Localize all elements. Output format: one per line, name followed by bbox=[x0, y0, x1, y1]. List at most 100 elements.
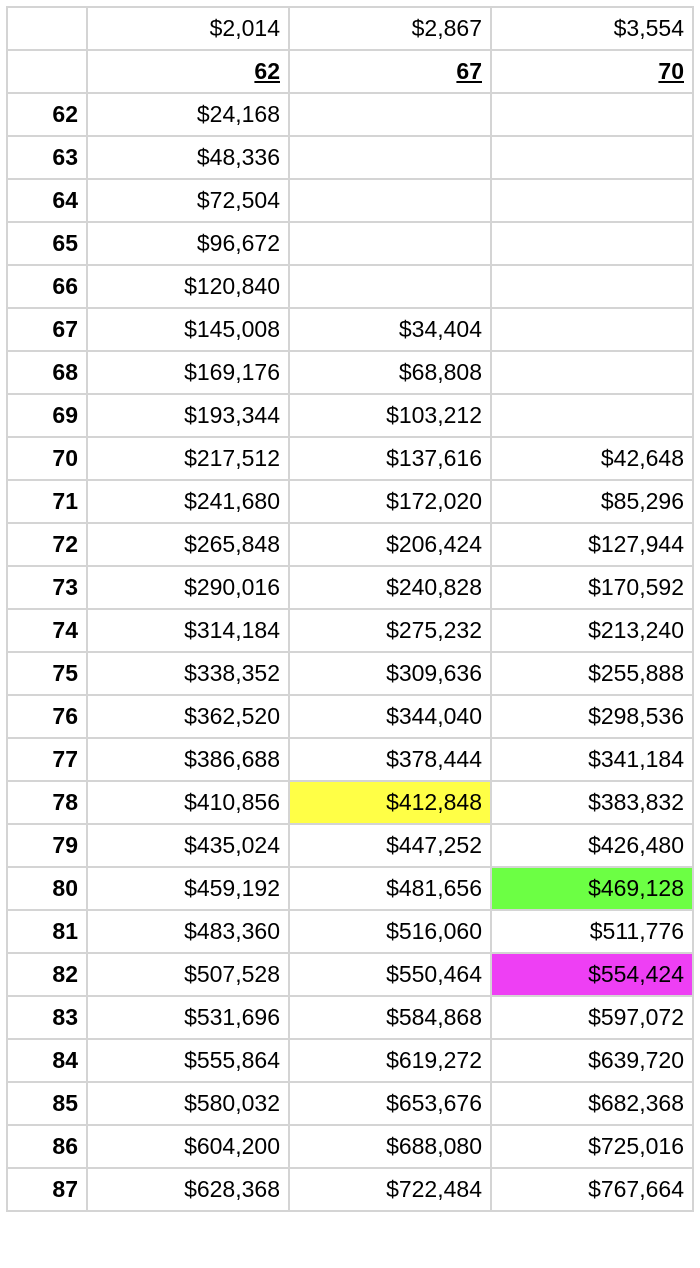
cumulative-benefit-cell[interactable]: $725,016 bbox=[490, 1124, 694, 1169]
cumulative-benefit-cell[interactable]: $511,776 bbox=[490, 909, 694, 954]
age-row-label[interactable]: 81 bbox=[6, 909, 88, 954]
cumulative-benefit-cell[interactable]: $410,856 bbox=[86, 780, 290, 825]
cumulative-benefit-cell[interactable] bbox=[288, 221, 492, 266]
cumulative-benefit-cell[interactable] bbox=[288, 264, 492, 309]
cumulative-benefit-cell[interactable]: $298,536 bbox=[490, 694, 694, 739]
cumulative-benefit-cell[interactable]: $120,840 bbox=[86, 264, 290, 309]
cumulative-benefit-cell[interactable]: $550,464 bbox=[288, 952, 492, 997]
cumulative-benefit-cell[interactable]: $653,676 bbox=[288, 1081, 492, 1126]
age-row-label[interactable]: 78 bbox=[6, 780, 88, 825]
cumulative-benefit-cell[interactable]: $507,528 bbox=[86, 952, 290, 997]
cumulative-benefit-cell[interactable]: $767,664 bbox=[490, 1167, 694, 1212]
cumulative-benefit-cell[interactable]: $584,868 bbox=[288, 995, 492, 1040]
cumulative-benefit-cell[interactable]: $72,504 bbox=[86, 178, 290, 223]
cumulative-benefit-cell[interactable]: $172,020 bbox=[288, 479, 492, 524]
cumulative-benefit-cell[interactable]: $344,040 bbox=[288, 694, 492, 739]
age-row-label[interactable]: 74 bbox=[6, 608, 88, 653]
cumulative-benefit-cell[interactable]: $628,368 bbox=[86, 1167, 290, 1212]
cumulative-benefit-cell[interactable]: $531,696 bbox=[86, 995, 290, 1040]
cumulative-benefit-cell[interactable]: $481,656 bbox=[288, 866, 492, 911]
cumulative-benefit-cell[interactable]: $554,424 bbox=[490, 952, 694, 997]
cumulative-benefit-cell[interactable] bbox=[490, 307, 694, 352]
corner-cell[interactable] bbox=[6, 49, 88, 94]
cumulative-benefit-cell[interactable]: $240,828 bbox=[288, 565, 492, 610]
start-age-header-cell[interactable]: 70 bbox=[490, 49, 694, 94]
age-row-label[interactable]: 64 bbox=[6, 178, 88, 223]
cumulative-benefit-cell[interactable]: $290,016 bbox=[86, 565, 290, 610]
cumulative-benefit-cell[interactable]: $383,832 bbox=[490, 780, 694, 825]
cumulative-benefit-cell[interactable] bbox=[490, 264, 694, 309]
cumulative-benefit-cell[interactable]: $722,484 bbox=[288, 1167, 492, 1212]
cumulative-benefit-cell[interactable]: $682,368 bbox=[490, 1081, 694, 1126]
cumulative-benefit-cell[interactable] bbox=[288, 178, 492, 223]
cumulative-benefit-cell[interactable]: $597,072 bbox=[490, 995, 694, 1040]
corner-cell[interactable] bbox=[6, 6, 88, 51]
cumulative-benefit-cell[interactable]: $580,032 bbox=[86, 1081, 290, 1126]
cumulative-benefit-cell[interactable]: $96,672 bbox=[86, 221, 290, 266]
cumulative-benefit-cell[interactable]: $85,296 bbox=[490, 479, 694, 524]
age-row-label[interactable]: 63 bbox=[6, 135, 88, 180]
cumulative-benefit-cell[interactable]: $688,080 bbox=[288, 1124, 492, 1169]
cumulative-benefit-cell[interactable]: $103,212 bbox=[288, 393, 492, 438]
cumulative-benefit-cell[interactable]: $604,200 bbox=[86, 1124, 290, 1169]
age-row-label[interactable]: 76 bbox=[6, 694, 88, 739]
cumulative-benefit-cell[interactable]: $137,616 bbox=[288, 436, 492, 481]
age-row-label[interactable]: 66 bbox=[6, 264, 88, 309]
age-row-label[interactable]: 71 bbox=[6, 479, 88, 524]
age-row-label[interactable]: 86 bbox=[6, 1124, 88, 1169]
cumulative-benefit-cell[interactable]: $275,232 bbox=[288, 608, 492, 653]
monthly-benefit-cell[interactable]: $2,867 bbox=[288, 6, 492, 51]
cumulative-benefit-cell[interactable]: $426,480 bbox=[490, 823, 694, 868]
age-row-label[interactable]: 69 bbox=[6, 393, 88, 438]
cumulative-benefit-cell[interactable]: $193,344 bbox=[86, 393, 290, 438]
cumulative-benefit-cell[interactable]: $619,272 bbox=[288, 1038, 492, 1083]
monthly-benefit-cell[interactable]: $3,554 bbox=[490, 6, 694, 51]
cumulative-benefit-cell[interactable]: $412,848 bbox=[288, 780, 492, 825]
cumulative-benefit-cell[interactable]: $314,184 bbox=[86, 608, 290, 653]
age-row-label[interactable]: 77 bbox=[6, 737, 88, 782]
cumulative-benefit-cell[interactable]: $255,888 bbox=[490, 651, 694, 696]
age-row-label[interactable]: 62 bbox=[6, 92, 88, 137]
monthly-benefit-cell[interactable]: $2,014 bbox=[86, 6, 290, 51]
cumulative-benefit-cell[interactable] bbox=[490, 92, 694, 137]
cumulative-benefit-cell[interactable]: $469,128 bbox=[490, 866, 694, 911]
start-age-header-cell[interactable]: 67 bbox=[288, 49, 492, 94]
age-row-label[interactable]: 84 bbox=[6, 1038, 88, 1083]
cumulative-benefit-cell[interactable]: $206,424 bbox=[288, 522, 492, 567]
cumulative-benefit-cell[interactable] bbox=[288, 135, 492, 180]
cumulative-benefit-cell[interactable]: $362,520 bbox=[86, 694, 290, 739]
cumulative-benefit-cell[interactable]: $378,444 bbox=[288, 737, 492, 782]
age-row-label[interactable]: 83 bbox=[6, 995, 88, 1040]
cumulative-benefit-cell[interactable] bbox=[490, 350, 694, 395]
cumulative-benefit-cell[interactable] bbox=[288, 92, 492, 137]
cumulative-benefit-cell[interactable] bbox=[490, 135, 694, 180]
cumulative-benefit-cell[interactable]: $639,720 bbox=[490, 1038, 694, 1083]
cumulative-benefit-cell[interactable]: $42,648 bbox=[490, 436, 694, 481]
cumulative-benefit-cell[interactable]: $169,176 bbox=[86, 350, 290, 395]
age-row-label[interactable]: 70 bbox=[6, 436, 88, 481]
cumulative-benefit-cell[interactable] bbox=[490, 221, 694, 266]
age-row-label[interactable]: 68 bbox=[6, 350, 88, 395]
age-row-label[interactable]: 73 bbox=[6, 565, 88, 610]
cumulative-benefit-cell[interactable]: $24,168 bbox=[86, 92, 290, 137]
cumulative-benefit-cell[interactable]: $555,864 bbox=[86, 1038, 290, 1083]
age-row-label[interactable]: 87 bbox=[6, 1167, 88, 1212]
age-row-label[interactable]: 75 bbox=[6, 651, 88, 696]
cumulative-benefit-cell[interactable]: $309,636 bbox=[288, 651, 492, 696]
cumulative-benefit-cell[interactable]: $127,944 bbox=[490, 522, 694, 567]
age-row-label[interactable]: 82 bbox=[6, 952, 88, 997]
cumulative-benefit-cell[interactable]: $170,592 bbox=[490, 565, 694, 610]
age-row-label[interactable]: 65 bbox=[6, 221, 88, 266]
cumulative-benefit-cell[interactable]: $435,024 bbox=[86, 823, 290, 868]
cumulative-benefit-cell[interactable]: $265,848 bbox=[86, 522, 290, 567]
age-row-label[interactable]: 72 bbox=[6, 522, 88, 567]
cumulative-benefit-cell[interactable]: $34,404 bbox=[288, 307, 492, 352]
cumulative-benefit-cell[interactable] bbox=[490, 393, 694, 438]
cumulative-benefit-cell[interactable]: $48,336 bbox=[86, 135, 290, 180]
age-row-label[interactable]: 80 bbox=[6, 866, 88, 911]
cumulative-benefit-cell[interactable]: $447,252 bbox=[288, 823, 492, 868]
cumulative-benefit-cell[interactable]: $145,008 bbox=[86, 307, 290, 352]
age-row-label[interactable]: 67 bbox=[6, 307, 88, 352]
cumulative-benefit-cell[interactable]: $516,060 bbox=[288, 909, 492, 954]
cumulative-benefit-cell[interactable]: $338,352 bbox=[86, 651, 290, 696]
